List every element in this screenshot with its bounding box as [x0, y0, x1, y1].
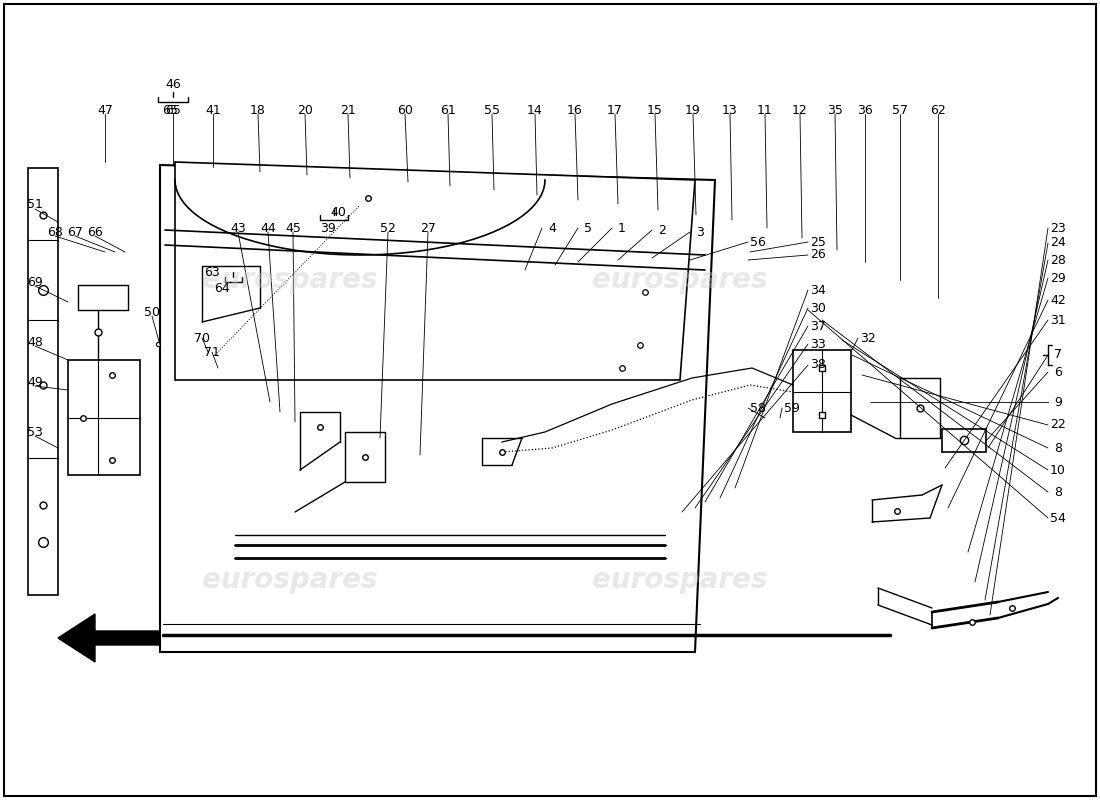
Text: 42: 42 [1050, 294, 1066, 306]
Text: 39: 39 [320, 222, 336, 234]
Text: 71: 71 [205, 346, 220, 358]
Text: 54: 54 [1050, 511, 1066, 525]
Text: 67: 67 [67, 226, 82, 238]
Text: 24: 24 [1050, 237, 1066, 250]
Text: 47: 47 [97, 103, 113, 117]
Text: 53: 53 [28, 426, 43, 438]
Text: 55: 55 [484, 103, 500, 117]
Text: 3: 3 [696, 226, 704, 238]
Text: 70: 70 [194, 331, 210, 345]
Text: 59: 59 [784, 402, 800, 414]
Text: 66: 66 [87, 226, 103, 238]
Text: eurospares: eurospares [592, 266, 768, 294]
Text: 20: 20 [297, 103, 312, 117]
Text: 29: 29 [1050, 271, 1066, 285]
Text: 35: 35 [827, 103, 843, 117]
Text: 5: 5 [584, 222, 592, 234]
Text: 10: 10 [1050, 463, 1066, 477]
Text: 56: 56 [750, 235, 766, 249]
Text: 65: 65 [162, 103, 178, 117]
Text: eurospares: eurospares [202, 566, 377, 594]
Text: 19: 19 [685, 103, 701, 117]
Text: 49: 49 [28, 375, 43, 389]
Polygon shape [28, 168, 58, 595]
Text: 44: 44 [260, 222, 276, 234]
Text: 52: 52 [381, 222, 396, 234]
Text: 32: 32 [860, 331, 876, 345]
Text: 1: 1 [618, 222, 626, 234]
Text: 28: 28 [1050, 254, 1066, 266]
Text: 23: 23 [1050, 222, 1066, 234]
Text: 51: 51 [28, 198, 43, 211]
Text: 50: 50 [144, 306, 159, 318]
Text: 69: 69 [28, 275, 43, 289]
Text: 11: 11 [757, 103, 773, 117]
Text: 25: 25 [810, 235, 826, 249]
Text: 7: 7 [1054, 349, 1062, 362]
Text: 34: 34 [810, 283, 826, 297]
Bar [68, 360, 140, 475]
Text: 15: 15 [647, 103, 663, 117]
Text: 41: 41 [205, 103, 221, 117]
Text: 46: 46 [165, 78, 180, 91]
Text: 6: 6 [1054, 366, 1062, 378]
Text: 27: 27 [420, 222, 436, 234]
Text: 26: 26 [810, 249, 826, 262]
Text: 9: 9 [1054, 395, 1062, 409]
Text: 22: 22 [1050, 418, 1066, 431]
Text: 48: 48 [28, 335, 43, 349]
Text: 16: 16 [568, 103, 583, 117]
Polygon shape [58, 614, 190, 662]
Text: 12: 12 [792, 103, 807, 117]
Text: 58: 58 [750, 402, 766, 414]
Text: 13: 13 [722, 103, 738, 117]
Text: 57: 57 [892, 103, 907, 117]
Polygon shape [175, 162, 695, 380]
Text: 18: 18 [250, 103, 266, 117]
Text: 45: 45 [285, 222, 301, 234]
Text: 64: 64 [214, 282, 230, 294]
Text: 43: 43 [230, 222, 246, 234]
Text: 21: 21 [340, 103, 356, 117]
Text: 62: 62 [931, 103, 946, 117]
Bar [942, 429, 986, 452]
Text: 37: 37 [810, 319, 826, 333]
Text: 30: 30 [810, 302, 826, 314]
Text: 60: 60 [397, 103, 412, 117]
Text: 68: 68 [47, 226, 63, 238]
Text: eurospares: eurospares [202, 266, 377, 294]
Text: 33: 33 [810, 338, 826, 350]
Text: 36: 36 [857, 103, 873, 117]
Text: 63: 63 [205, 266, 220, 278]
Bar [793, 350, 851, 432]
Text: 14: 14 [527, 103, 543, 117]
Text: 31: 31 [1050, 314, 1066, 326]
Text: 38: 38 [810, 358, 826, 371]
Text: 8: 8 [1054, 442, 1062, 454]
Text: 2: 2 [658, 223, 666, 237]
Text: 40: 40 [330, 206, 345, 218]
Text: 65: 65 [165, 103, 180, 117]
Polygon shape [160, 165, 715, 652]
Text: 8: 8 [1054, 486, 1062, 498]
Text: eurospares: eurospares [592, 566, 768, 594]
Text: 17: 17 [607, 103, 623, 117]
Text: 61: 61 [440, 103, 455, 117]
Text: 4: 4 [548, 222, 556, 234]
